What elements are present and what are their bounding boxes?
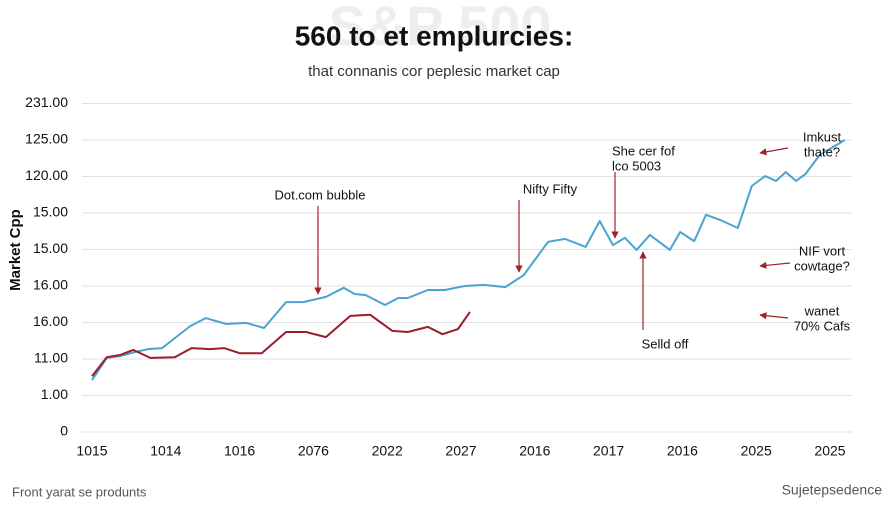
annotation: Selld off [642, 336, 689, 351]
x-tick-label: 2016 [667, 443, 698, 459]
annotation: NIF vort [799, 243, 846, 258]
y-tick-label: 1.00 [41, 386, 68, 402]
y-tick-label: 11.00 [34, 350, 68, 366]
x-tick-label: 1014 [150, 443, 181, 459]
footer-right: Sujetepsedence [782, 482, 883, 498]
footer-left: Front yarat se produnts [12, 484, 147, 499]
line-series [91, 311, 471, 377]
y-tick-label: 231.00 [25, 94, 68, 110]
x-tick-label: 2076 [298, 443, 329, 459]
y-tick-label: 16.00 [33, 277, 68, 293]
y-tick-label: 120.00 [25, 167, 68, 183]
annotation: Imkust [803, 129, 842, 144]
annotation: cowtage? [794, 258, 850, 273]
watermark: S&P 500 [328, 0, 551, 57]
x-tick-label: 2027 [445, 443, 476, 459]
annotation: thate? [804, 144, 840, 159]
y-tick-label: 15.00 [33, 240, 68, 256]
chart-title: 560 to et emplurcies: [295, 20, 574, 51]
y-tick-label: 15.00 [33, 204, 68, 220]
x-tick-label: 2025 [814, 443, 845, 459]
annotation: 70% Cafs [794, 318, 851, 333]
x-tick-label: 1016 [224, 443, 255, 459]
y-axis-label: Market Cpp [7, 209, 24, 291]
x-tick-label: 2022 [372, 443, 403, 459]
annotation: lco 5003 [612, 158, 661, 173]
line-series [91, 139, 846, 381]
x-tick-label: 2016 [519, 443, 550, 459]
annotation: Nifty Fifty [523, 181, 578, 196]
annotation: wanet [804, 303, 840, 318]
chart-subtitle: that connanis cor peplesic market cap [308, 63, 560, 80]
x-tick-label: 1015 [76, 443, 107, 459]
x-tick-label: 2025 [741, 443, 772, 459]
y-tick-label: 16.00 [33, 313, 68, 329]
annotation-arrow [759, 261, 791, 269]
annotation: Dot.com bubble [274, 187, 365, 202]
y-tick-label: 0 [60, 423, 68, 439]
annotation: She cer fof [612, 143, 675, 158]
x-tick-label: 2017 [593, 443, 624, 459]
annotation-arrow [759, 312, 789, 320]
annotation-arrow [759, 147, 789, 156]
y-tick-label: 125.00 [25, 131, 68, 147]
